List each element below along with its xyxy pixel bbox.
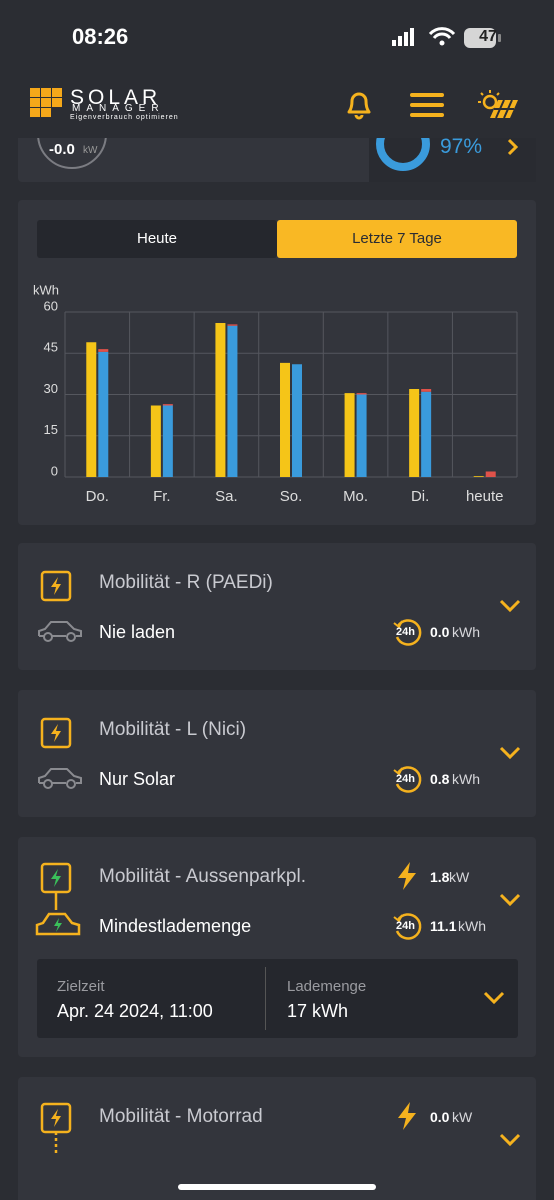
energy-badge: 24h (396, 773, 415, 785)
expand-chevron[interactable] (498, 892, 522, 908)
power-icon (398, 862, 416, 890)
x-tick-label: Sa. (215, 488, 238, 505)
power-value: 1.8 (430, 869, 450, 885)
target-time: Apr. 24 2024, 11:00 (57, 1001, 213, 1021)
energy-value: 0.8 (430, 771, 450, 787)
summary-chevron[interactable] (506, 138, 520, 156)
target-time-label: Zielzeit (57, 978, 105, 995)
status-time: 08:26 (72, 24, 129, 49)
x-tick-label: Mo. (343, 488, 368, 505)
charging-mode: Mindestlademenge (99, 916, 252, 936)
bar (344, 393, 355, 477)
mobility-card[interactable] (18, 1077, 536, 1200)
card-title: Mobilität - Aussenparkpl. (99, 866, 306, 887)
card-title: Mobilität - Motorrad (99, 1106, 263, 1127)
card-title: Mobilität - R (PAEDi) (99, 572, 273, 593)
y-axis-label: kWh (33, 282, 59, 297)
y-tick-label: 60 (44, 298, 58, 313)
power-unit: kW (449, 869, 470, 885)
bar (98, 349, 109, 352)
bar (292, 364, 302, 477)
charging-mode: Nie laden (99, 622, 176, 642)
power-icon (398, 1102, 416, 1130)
car-icon (38, 768, 82, 789)
mobility-card[interactable] (18, 690, 536, 817)
bar (409, 389, 420, 477)
charger-icon (40, 717, 72, 749)
notifications-button[interactable] (344, 88, 374, 120)
y-tick-label: 45 (44, 340, 58, 355)
autarky-percent: 97% (440, 135, 483, 158)
energy-unit: kWh (452, 624, 480, 640)
home-indicator (178, 1184, 376, 1190)
energy-chart: kWh 0 15 30 45 60 Do. Fr. Sa. So. Mo. Di. heute (33, 282, 518, 505)
power-unit: kW (452, 1109, 473, 1125)
logo-title: SOLAR (70, 86, 162, 109)
bar (485, 471, 496, 477)
y-tick-label: 15 (44, 422, 58, 437)
bar (473, 476, 484, 477)
expand-chevron[interactable] (498, 1132, 522, 1148)
solar-button[interactable] (476, 88, 520, 120)
energy-value: 0.0 (430, 624, 450, 640)
expand-chevron[interactable] (498, 745, 522, 761)
divider (265, 967, 266, 1030)
tab-heute[interactable]: Heute (37, 220, 277, 258)
energy-icon (393, 619, 422, 646)
x-tick-label: So. (280, 488, 303, 505)
bar (162, 405, 173, 477)
x-tick-label: heute (466, 488, 504, 505)
bar (421, 391, 432, 477)
summary-power-unit: kW (83, 145, 98, 156)
x-tick-label: Di. (411, 488, 429, 505)
charger-icon (40, 1102, 72, 1154)
tab-7-tage[interactable]: Letzte 7 Tage (277, 220, 517, 258)
bar (98, 351, 109, 477)
amount-label: Lademenge (287, 978, 367, 995)
bar (421, 389, 432, 392)
energy-icon (393, 766, 422, 793)
amount: 17 kWh (287, 1001, 349, 1021)
charging-mode: Nur Solar (99, 769, 176, 789)
energy-unit: kWh (452, 771, 480, 787)
energy-unit: kWh (458, 918, 486, 934)
bar (280, 362, 290, 477)
bar (215, 323, 226, 477)
car-icon (38, 621, 82, 642)
charger-icon (40, 570, 72, 602)
bar (356, 393, 367, 395)
schedule-panel[interactable] (37, 959, 518, 1038)
bar (150, 405, 161, 477)
logo-tagline: Eigenverbrauch optimieren (70, 114, 179, 121)
bar (162, 404, 173, 406)
y-tick-label: 30 (44, 381, 58, 396)
status-icons (392, 27, 501, 48)
logo-subtitle: MANAGER (72, 103, 165, 114)
schedule-chevron[interactable] (482, 990, 506, 1006)
energy-icon (393, 913, 422, 940)
y-tick-label: 0 (51, 463, 58, 478)
summary-power: -0.0 (49, 141, 75, 158)
bar (227, 324, 238, 326)
battery-level: 47 (479, 28, 497, 45)
expand-chevron[interactable] (498, 598, 522, 614)
mobility-card[interactable] (18, 543, 536, 670)
power-value: 0.0 (430, 1109, 450, 1125)
app-header: SOLAR MANAGER Eigenverbrauch optimieren (0, 66, 554, 138)
energy-value: 11.1 (430, 918, 457, 934)
bar (227, 325, 238, 477)
bar (86, 342, 97, 477)
card-title: Mobilität - L (Nici) (99, 719, 247, 740)
charger-connected-icon (35, 862, 81, 936)
energy-badge: 24h (396, 626, 415, 638)
x-tick-label: Fr. (153, 488, 171, 505)
logo-icon (30, 88, 62, 117)
menu-button[interactable] (410, 92, 444, 118)
energy-badge: 24h (396, 920, 415, 932)
bar (356, 394, 367, 477)
x-tick-label: Do. (86, 488, 109, 505)
